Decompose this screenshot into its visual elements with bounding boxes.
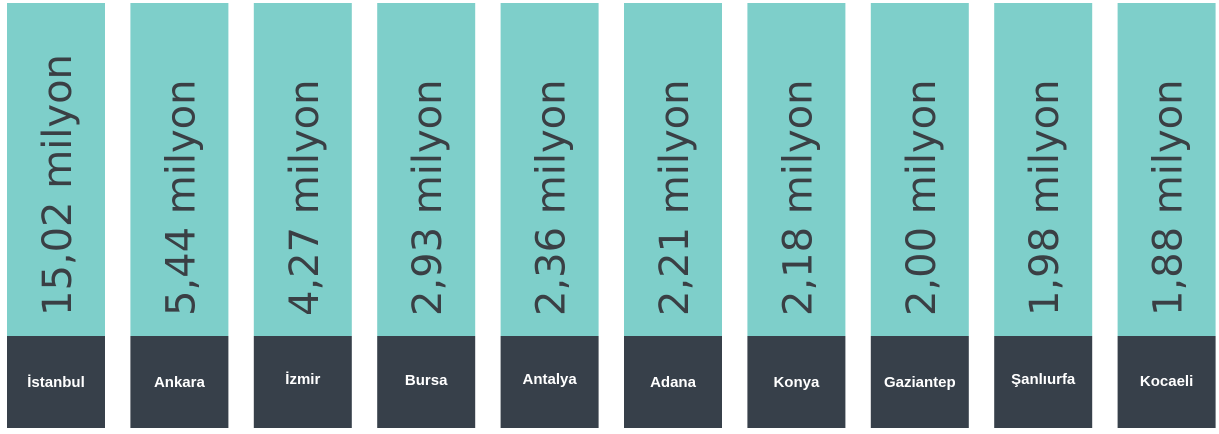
population-panel: [500, 3, 599, 336]
city-label: Bursa: [405, 372, 448, 389]
city-panel: [377, 336, 476, 428]
city-panel: [253, 336, 352, 428]
population-label: 2,93 milyon: [405, 80, 451, 316]
city-panel: [7, 336, 105, 428]
population-panel: [624, 3, 722, 336]
city-label: Şanlıurfa: [1011, 371, 1076, 388]
city-panel: [747, 336, 846, 428]
city-label: Ankara: [154, 374, 206, 391]
population-label: 4,27 milyon: [282, 80, 328, 316]
population-panel: [7, 3, 105, 336]
population-panel: [130, 3, 229, 336]
city-label: Antalya: [523, 371, 578, 388]
city-panel: [500, 336, 599, 428]
population-label: 15,02 milyon: [35, 54, 81, 316]
city-panel: [130, 336, 229, 428]
city-panel: [1117, 336, 1216, 428]
city-label: Konya: [773, 374, 820, 391]
population-label: 5,44 milyon: [158, 80, 204, 316]
population-panel: [253, 3, 352, 336]
city-panel: [994, 336, 1093, 428]
city-label: İzmir: [285, 371, 320, 388]
city-panel: [624, 336, 722, 428]
population-label: 2,36 milyon: [529, 80, 575, 316]
population-label: 2,21 milyon: [652, 80, 698, 316]
population-panel: [1117, 3, 1216, 336]
population-label: 2,00 milyon: [899, 80, 945, 316]
city-label: Kocaeli: [1140, 373, 1193, 390]
city-label: Adana: [650, 374, 697, 391]
city-label: Gaziantep: [884, 374, 956, 391]
population-label: 1,88 milyon: [1146, 80, 1192, 316]
population-label: 1,98 milyon: [1022, 80, 1068, 316]
population-label: 2,18 milyon: [775, 80, 821, 316]
population-panel: [870, 3, 969, 336]
city-label: İstanbul: [27, 374, 85, 391]
population-panel: [747, 3, 846, 336]
population-panel: [377, 3, 476, 336]
city-panel: [870, 336, 969, 428]
population-panel: [994, 3, 1093, 336]
